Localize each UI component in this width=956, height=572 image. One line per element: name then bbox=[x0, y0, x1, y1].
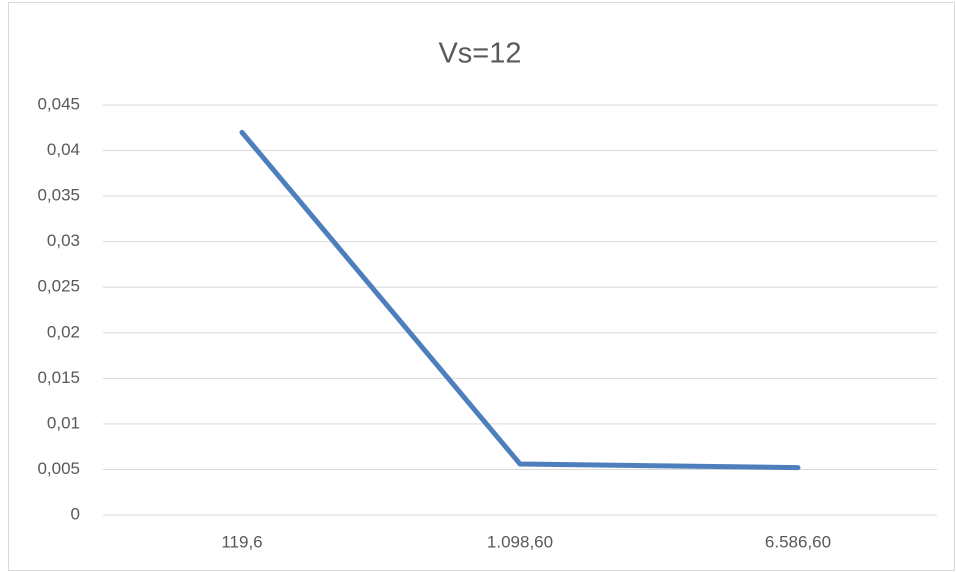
line-series bbox=[239, 129, 801, 471]
y-tick-label: 0,045 bbox=[37, 94, 80, 113]
y-tick-label: 0 bbox=[71, 504, 80, 523]
y-tick-label: 0,005 bbox=[37, 459, 80, 478]
y-tick-label: 0,02 bbox=[47, 322, 80, 341]
x-tick-label: 6.586,60 bbox=[765, 532, 831, 551]
y-tick-label: 0,035 bbox=[37, 186, 80, 205]
x-tick-label: 119,6 bbox=[221, 532, 262, 551]
y-tick-label: 0,04 bbox=[47, 140, 80, 159]
chart-title: Vs=12 bbox=[438, 38, 521, 70]
y-tick-label: 0,015 bbox=[37, 368, 80, 387]
y-tick-label: 0,025 bbox=[37, 277, 80, 296]
y-tick-label: 0,03 bbox=[47, 231, 80, 250]
x-tick-label: 1.098,60 bbox=[487, 532, 553, 551]
y-tick-label: 0,01 bbox=[47, 413, 80, 432]
chart-frame bbox=[8, 2, 955, 571]
